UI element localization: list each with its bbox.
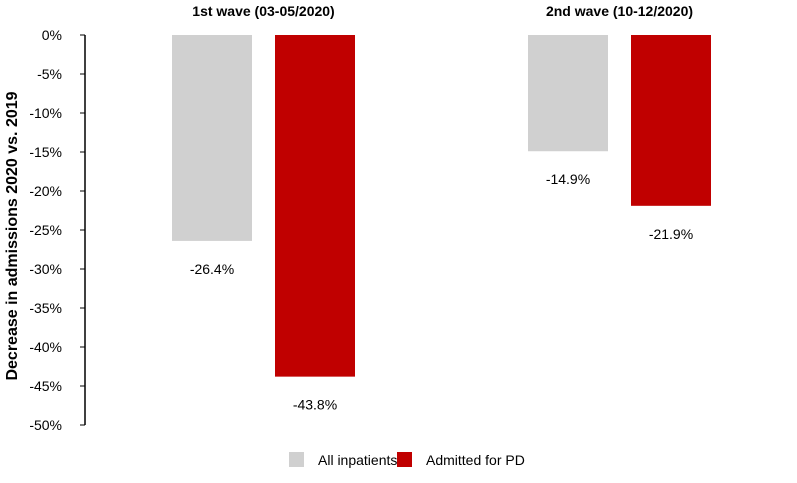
bars [172,35,711,377]
legend-swatch [397,452,412,467]
y-tick-label: -35% [29,300,62,316]
y-axis-title: Decrease in admissions 2020 vs. 2019 [4,91,21,380]
bar-admitted-for-pd [631,35,711,206]
y-tick-label: -10% [29,105,62,121]
y-tick-label: -45% [29,378,62,394]
y-tick-label: -30% [29,261,62,277]
y-tick-label: -50% [29,417,62,433]
category-label: 2nd wave (10-12/2020) [546,3,693,19]
data-label: -14.9% [546,171,590,187]
y-tick-label: -15% [29,144,62,160]
category-label: 1st wave (03-05/2020) [192,3,334,19]
y-axis-title-group: Decrease in admissions 2020 vs. 2019 [4,91,21,380]
data-label: -21.9% [649,226,693,242]
y-tick-label: -25% [29,222,62,238]
legend-label: All inpatients [318,452,397,468]
y-tick-label: 0% [42,27,62,43]
category-labels: 1st wave (03-05/2020) 2nd wave (10-12/202… [192,3,693,19]
data-label: -26.4% [190,261,234,277]
y-tick-label: -40% [29,339,62,355]
y-axis-ticks: 0% -5% -10% -15% -20% -25% -30% -35% -40% -45% -50… [29,27,85,433]
bar-admitted-for-pd [275,35,355,377]
y-tick-label: -5% [37,66,62,82]
legend: All inpatients Admitted for PD [289,452,525,468]
legend-swatch [289,452,304,467]
y-tick-label: -20% [29,183,62,199]
data-label: -43.8% [293,397,337,413]
legend-label: Admitted for PD [426,452,525,468]
data-labels: -26.4% -14.9% -43.8% -21.9% [190,171,693,412]
bar-all-inpatients [172,35,252,241]
bar-all-inpatients [528,35,608,152]
